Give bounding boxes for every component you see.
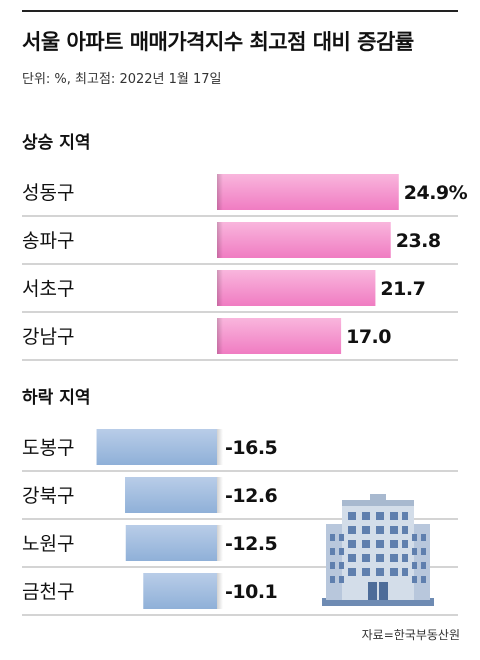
value-label: -12.6 (225, 485, 278, 507)
chart-title: 서울 아파트 매매가격지수 최고점 대비 증감률 (22, 30, 414, 54)
bar (217, 222, 391, 258)
section-title-falling: 하락 지역 (22, 388, 91, 408)
source-note: 자료=한국부동산원 (361, 628, 460, 642)
category-label: 강북구 (22, 485, 74, 507)
bar (96, 429, 217, 465)
category-label: 금천구 (22, 581, 74, 603)
category-label: 서초구 (22, 278, 74, 300)
value-label: 17.0 (346, 326, 391, 348)
bar-axis-shade (217, 318, 223, 354)
category-label: 도봉구 (22, 437, 74, 459)
bar-axis-shade (217, 525, 223, 561)
value-label: 24.9% (404, 182, 468, 204)
value-label: -12.5 (225, 533, 277, 555)
bar-axis-shade (217, 477, 223, 513)
value-label: 23.8 (396, 230, 441, 252)
bar (125, 477, 217, 513)
bar-axis-shade (217, 429, 223, 465)
value-label: -16.5 (225, 437, 277, 459)
category-label: 송파구 (22, 230, 74, 252)
bar (217, 318, 342, 354)
chart-subtitle: 단위: %, 최고점: 2022년 1월 17일 (22, 72, 222, 87)
value-label: -10.1 (225, 581, 277, 603)
bar (143, 573, 217, 609)
category-label: 노원구 (22, 533, 74, 555)
bar-axis-shade (217, 174, 223, 210)
category-label: 성동구 (22, 182, 74, 204)
apartment-building-icon (322, 494, 434, 606)
bar (217, 270, 376, 306)
bar-axis-shade (217, 573, 223, 609)
top-rule (22, 10, 458, 12)
section-title-rising: 상승 지역 (22, 133, 91, 153)
bar-axis-shade (217, 270, 223, 306)
category-label: 강남구 (22, 326, 74, 348)
value-label: 21.7 (380, 278, 425, 300)
bar (217, 174, 399, 210)
bar (125, 525, 217, 561)
bar-axis-shade (217, 222, 223, 258)
